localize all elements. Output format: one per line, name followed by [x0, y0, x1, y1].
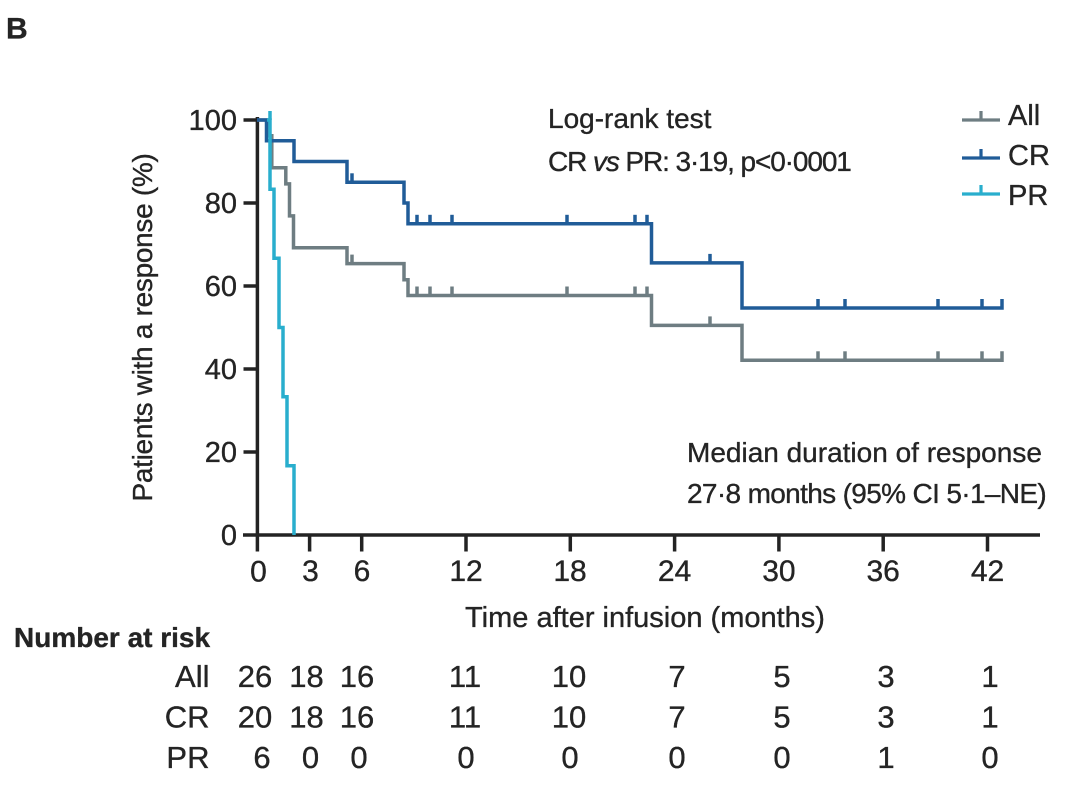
svg-text:6: 6 [253, 740, 270, 775]
svg-text:27·8 months (95% CI 5·1–NE): 27·8 months (95% CI 5·1–NE) [687, 478, 1046, 509]
svg-text:20: 20 [205, 437, 237, 469]
svg-text:11: 11 [449, 659, 481, 694]
svg-text:18: 18 [289, 659, 323, 694]
svg-text:B: B [6, 13, 28, 46]
svg-text:40: 40 [205, 354, 237, 386]
svg-text:6: 6 [354, 555, 371, 588]
svg-text:CR vs PR: 3·19, p<0·0001: CR vs PR: 3·19, p<0·0001 [548, 146, 851, 177]
svg-text:1: 1 [877, 740, 894, 775]
svg-text:3: 3 [302, 555, 319, 588]
svg-text:0: 0 [773, 740, 790, 775]
svg-text:16: 16 [340, 659, 374, 694]
svg-text:60: 60 [205, 271, 237, 303]
svg-text:18: 18 [553, 555, 586, 588]
svg-text:All: All [1008, 100, 1040, 132]
svg-text:3: 3 [877, 659, 894, 694]
svg-text:11: 11 [449, 700, 481, 735]
svg-text:10: 10 [552, 659, 586, 694]
svg-text:26: 26 [238, 659, 272, 694]
svg-text:18: 18 [289, 700, 323, 735]
svg-text:24: 24 [658, 555, 691, 588]
svg-text:0: 0 [668, 740, 685, 775]
svg-text:80: 80 [205, 188, 237, 220]
svg-text:16: 16 [340, 700, 374, 735]
svg-text:0: 0 [561, 740, 578, 775]
svg-text:3: 3 [877, 700, 894, 735]
svg-text:20: 20 [238, 700, 272, 735]
svg-text:0: 0 [981, 740, 998, 775]
svg-text:7: 7 [668, 659, 685, 694]
svg-text:30: 30 [762, 555, 795, 588]
svg-text:0: 0 [302, 740, 319, 775]
svg-text:Patients with a response (%): Patients with a response (%) [127, 154, 158, 502]
svg-text:7: 7 [668, 700, 685, 735]
svg-text:Median duration of response: Median duration of response [687, 437, 1042, 468]
svg-text:1: 1 [981, 659, 998, 694]
svg-text:0: 0 [250, 556, 267, 589]
svg-text:All: All [175, 659, 209, 694]
svg-text:Time after infusion (months): Time after infusion (months) [465, 602, 825, 634]
svg-text:PR: PR [166, 740, 209, 775]
svg-text:12: 12 [449, 555, 482, 588]
svg-text:CR: CR [1008, 140, 1050, 172]
svg-text:Number at risk: Number at risk [14, 622, 210, 653]
svg-text:0: 0 [221, 520, 237, 552]
svg-text:0: 0 [457, 740, 474, 775]
svg-text:0: 0 [350, 740, 367, 775]
svg-text:36: 36 [867, 555, 900, 588]
svg-text:CR: CR [165, 700, 210, 735]
svg-text:5: 5 [773, 700, 790, 735]
svg-text:Log-rank test: Log-rank test [548, 103, 712, 134]
svg-text:5: 5 [773, 659, 790, 694]
svg-text:10: 10 [552, 700, 586, 735]
svg-text:42: 42 [971, 555, 1004, 588]
svg-text:1: 1 [981, 700, 998, 735]
svg-text:PR: PR [1008, 180, 1048, 212]
svg-text:100: 100 [189, 105, 237, 137]
